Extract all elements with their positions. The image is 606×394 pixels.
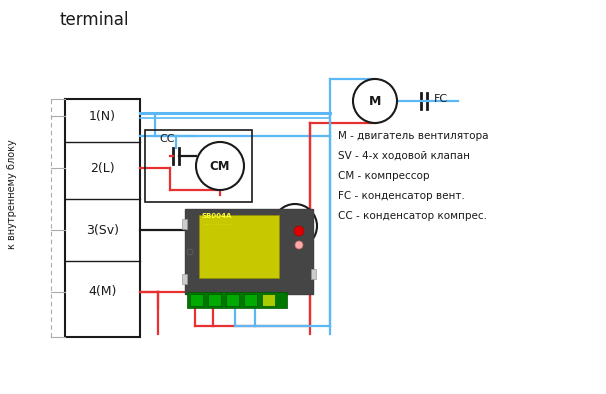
Text: 3(Sv): 3(Sv) (86, 223, 119, 236)
Text: SV - 4-х ходовой клапан: SV - 4-х ходовой клапан (338, 151, 470, 161)
Bar (185, 209, 313, 294)
Bar (226, 294, 239, 306)
Text: 1(N): 1(N) (89, 110, 116, 123)
Text: . . . . . . . . . .: . . . . . . . . . . (201, 221, 233, 226)
Text: к внутреннему блоку: к внутреннему блоку (7, 139, 17, 249)
Circle shape (294, 226, 304, 236)
Text: 4(M): 4(M) (88, 286, 117, 299)
Text: CM: CM (210, 160, 230, 173)
Bar (182, 274, 187, 284)
Text: M: M (369, 95, 381, 108)
Circle shape (187, 249, 193, 255)
Bar (187, 292, 287, 308)
Bar (262, 294, 275, 306)
Bar (182, 219, 187, 229)
Text: FC: FC (434, 94, 448, 104)
Circle shape (196, 142, 244, 190)
Bar (190, 294, 203, 306)
Text: SB004A: SB004A (201, 213, 231, 219)
Bar (145, 130, 252, 202)
Text: CC - конденсатор компрес.: CC - конденсатор компрес. (338, 211, 487, 221)
Text: M - двигатель вентилятора: M - двигатель вентилятора (338, 131, 488, 141)
Text: terminal: terminal (60, 11, 130, 29)
Bar (311, 269, 316, 279)
Text: CM - компрессор: CM - компрессор (338, 171, 430, 181)
Circle shape (273, 204, 317, 248)
Text: CC: CC (159, 134, 175, 144)
Bar (199, 215, 279, 278)
Text: 2(L): 2(L) (90, 162, 115, 175)
Circle shape (295, 241, 303, 249)
Circle shape (353, 79, 397, 123)
Text: FC - конденсатор вент.: FC - конденсатор вент. (338, 191, 465, 201)
Bar (65, 99, 140, 337)
Bar (244, 294, 257, 306)
Bar (208, 294, 221, 306)
Text: Sv: Sv (287, 219, 303, 232)
